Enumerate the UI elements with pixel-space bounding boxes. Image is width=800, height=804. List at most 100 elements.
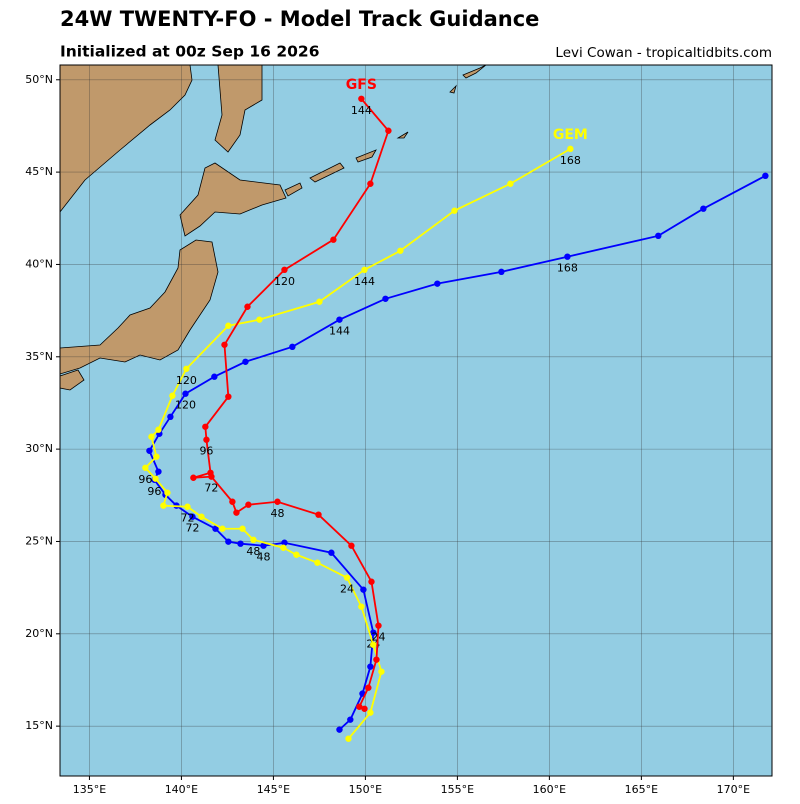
track-point [164,489,171,496]
track-point [242,358,249,365]
ocean [60,65,772,776]
track-point [762,172,769,180]
subtitle: Initialized at 00z Sep 16 2026 [60,43,319,61]
frame [59,64,773,777]
hour-label: 120 [176,374,197,387]
hour-label: 48 [246,545,260,558]
track-point [564,253,571,260]
hour-label: 24 [340,583,354,596]
hour-label: 96 [138,473,152,486]
y-tick-label: 45°N [25,165,53,178]
track-point [256,316,263,323]
track-point [356,703,363,710]
x-tick-label: 165°E [625,783,658,796]
track-point [330,236,337,243]
track-point [385,127,392,134]
hour-label: 24 [371,631,385,644]
track-point [700,205,707,212]
track-point [358,603,365,610]
track-point [289,343,296,351]
track-point [233,509,240,516]
hour-label: 144 [351,104,372,117]
x-tick-label: 155°E [441,783,474,796]
track-point [348,542,355,549]
track-point [203,436,210,443]
track-point [451,207,458,214]
track-point [212,525,219,532]
track-point [182,390,189,397]
track-point [152,475,159,482]
track-point [225,538,232,545]
track-point [260,542,267,549]
track-point [244,303,251,310]
hour-label: 72 [180,512,194,525]
track-point [498,268,505,276]
track-point [281,266,288,274]
x-tick-label: 150°E [349,783,382,796]
track-point [221,341,228,348]
track-point [280,544,287,551]
y-tick-label: 50°N [25,73,53,86]
track-point [361,266,368,274]
track-point [229,498,236,505]
track-point [169,392,176,399]
hour-label: 72 [185,522,199,535]
track-point [293,551,300,558]
hour-label: 120 [175,399,196,412]
track-point [281,539,288,546]
track-point [207,469,214,476]
track-point [382,295,389,302]
track-point [148,433,155,440]
track-point [567,145,574,153]
track-point [190,474,197,481]
track-point [367,663,374,670]
track-point [202,423,209,430]
track-point [225,322,232,329]
y-tick-label: 40°N [25,257,53,270]
y-tick-label: 15°N [25,719,53,732]
y-tick-label: 25°N [25,534,53,547]
track-point [237,540,244,547]
hour-label: 168 [560,154,581,167]
track-point [336,316,343,323]
track-point [434,280,441,287]
track-point [367,709,374,716]
x-tick-label: 160°E [533,783,566,796]
hour-label: 48 [256,551,270,564]
hour-label: 168 [557,262,578,275]
track-point [361,705,368,712]
track-point [378,668,385,675]
track-point [328,549,335,556]
x-tick-label: 140°E [165,783,198,796]
track-point [365,684,372,691]
track-point [167,413,174,421]
credit: Levi Cowan - tropicaltidbits.com [555,45,772,61]
track-point [345,735,352,742]
track-point [397,247,404,254]
track-point [375,622,382,629]
x-tick-label: 145°E [257,783,290,796]
track-point [160,502,167,509]
track-point [347,716,354,723]
track-point [373,656,380,663]
track-point [155,426,162,433]
track-point [225,393,232,400]
track-point [250,536,257,544]
track-point [245,501,252,508]
track-point [370,641,377,648]
track-point [219,525,226,532]
track-point [183,365,190,372]
track-point [239,525,246,532]
track-point [368,578,375,585]
track-point [507,180,514,187]
title: 24W TWENTY-FO - Model Track Guidance [60,7,539,31]
hour-label: 120 [274,275,295,288]
track-point [211,373,218,380]
track-point [198,513,205,520]
x-tick-label: 135°E [73,783,106,796]
track-point [367,180,374,187]
track-point [274,498,281,505]
track-point [146,447,153,454]
track-point [655,232,662,240]
